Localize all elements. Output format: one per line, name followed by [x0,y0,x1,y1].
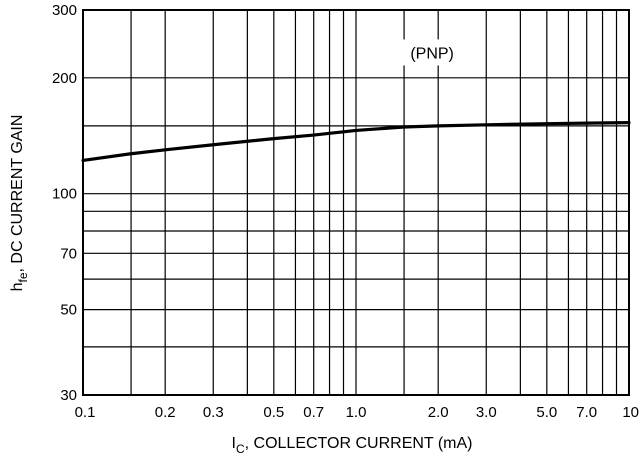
y-tick-label: 300 [52,2,77,19]
hfe-curve [81,120,631,163]
annotation-background [392,39,473,66]
x-tick-label: 3.0 [476,404,497,421]
x-tick-label: 0.2 [155,404,176,421]
series-layer [81,120,631,163]
annotation-pnp: (PNP) [410,45,454,62]
x-tick-label: 0.5 [263,404,284,421]
x-tick-label: 7.0 [576,404,597,421]
plot-frame [82,9,630,396]
y-tick-labels: 30 50 70 100 200 300 [52,2,77,404]
y-tick-label: 50 [60,302,77,319]
y-tick-label: 200 [52,70,77,87]
y-tick-label: 100 [52,186,77,203]
y-tick-label: 70 [60,245,77,262]
x-tick-labels: 0.1 0.2 0.3 0.5 0.7 1.0 2.0 3.0 5.0 7.0 10 [75,404,639,421]
x-tick-label: 10 [622,404,639,421]
y-axis-label: hfe, DC CURRENT GAIN [9,115,30,292]
grid [82,9,630,396]
x-tick-label: 0.7 [303,404,324,421]
x-tick-label: 0.3 [203,404,224,421]
y-tick-label: 30 [60,387,77,404]
x-tick-label: 5.0 [536,404,557,421]
x-tick-label: 1.0 [346,404,367,421]
x-axis-label: IC, COLLECTOR CURRENT (mA) [232,435,473,456]
annotation-layer: (PNP) [392,39,473,66]
x-tick-label: 0.1 [75,404,96,421]
x-tick-label: 2.0 [428,404,449,421]
